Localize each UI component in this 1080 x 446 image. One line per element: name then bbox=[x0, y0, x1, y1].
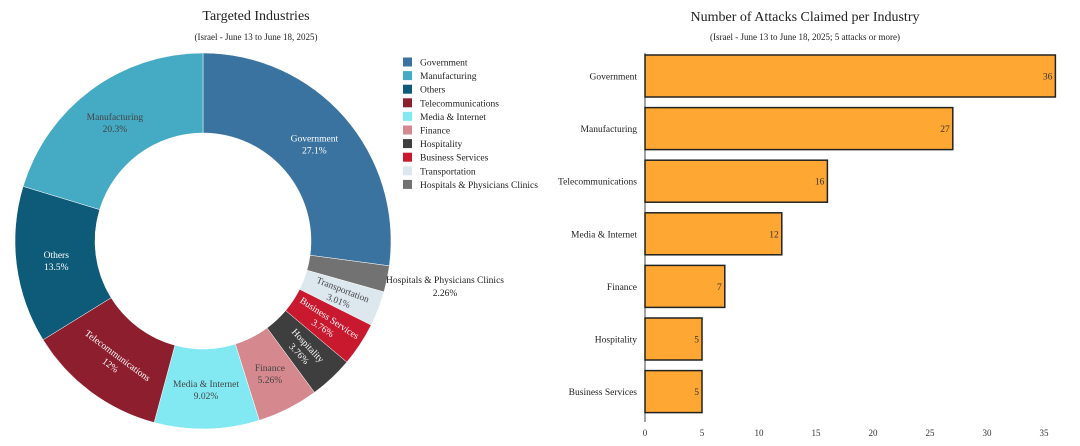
slice-value: 5.26% bbox=[258, 376, 283, 386]
legend-item-hospitals-physicians-clinics: Hospitals & Physicians Clinics bbox=[403, 179, 538, 191]
slice-label: Others bbox=[44, 251, 70, 261]
bar-value-label: 5 bbox=[694, 388, 699, 398]
slice-value: 13.5% bbox=[44, 263, 69, 273]
y-tick-label: Business Services bbox=[569, 388, 638, 398]
x-tick-label: 35 bbox=[1040, 428, 1050, 438]
y-tick-label: Telecommunications bbox=[558, 178, 637, 188]
legend-label: Others bbox=[420, 86, 446, 96]
slice-value: 2.26% bbox=[433, 289, 458, 299]
legend-label: Hospitality bbox=[420, 140, 462, 150]
bar-hospitality bbox=[644, 317, 703, 361]
legend-item-transportation: Transportation bbox=[403, 166, 476, 177]
bar-government bbox=[644, 54, 1057, 98]
bar-value-label: 36 bbox=[1043, 73, 1053, 83]
slice-label: Media & Internet bbox=[173, 380, 239, 390]
legend-label: Hospitals & Physicians Clinics bbox=[420, 181, 538, 191]
x-tick-label: 25 bbox=[926, 428, 936, 438]
slice-label: Government bbox=[291, 135, 339, 145]
legend-item-manufacturing: Manufacturing bbox=[403, 71, 477, 82]
y-tick-label: Hospitality bbox=[595, 336, 637, 346]
legend-label: Business Services bbox=[420, 154, 489, 164]
legend-label: Manufacturing bbox=[420, 71, 477, 82]
slice-manufacturing bbox=[22, 52, 204, 210]
legend-item-government: Government bbox=[403, 57, 468, 69]
x-tick-label: 0 bbox=[643, 428, 648, 438]
legend-swatch bbox=[403, 125, 412, 135]
x-tick-label: 15 bbox=[812, 428, 822, 438]
bar-value-label: 27 bbox=[940, 125, 950, 135]
legend-item-media-internet: Media & Internet bbox=[403, 111, 486, 123]
slice-value: 20.3% bbox=[103, 125, 128, 135]
legend-label: Finance bbox=[420, 127, 450, 137]
legend-swatch bbox=[403, 98, 412, 108]
bar-value-label: 7 bbox=[717, 283, 722, 293]
bar-media-internet bbox=[644, 212, 783, 256]
legend-item-finance: Finance bbox=[403, 125, 450, 137]
slice-label: Finance bbox=[255, 364, 285, 374]
legend-label: Government bbox=[420, 59, 468, 69]
legend-swatch bbox=[403, 111, 412, 121]
legend-swatch bbox=[403, 71, 412, 81]
bar-title: Number of Attacks Claimed per Industry bbox=[690, 10, 919, 25]
slice-text: Finance 5.26% bbox=[255, 364, 285, 386]
legend-item-others: Others bbox=[403, 84, 446, 96]
legend-label: Transportation bbox=[420, 167, 476, 177]
legend-item-business-services: Business Services bbox=[403, 152, 489, 164]
slice-text: Manufacturing 20.3% bbox=[87, 112, 144, 135]
slice-text: Others 13.5% bbox=[44, 251, 70, 273]
legend-swatch bbox=[403, 179, 412, 189]
legend-label: Telecommunications bbox=[420, 99, 499, 109]
bar-business-services bbox=[644, 369, 703, 414]
y-tick-label: Government bbox=[590, 73, 638, 83]
bar-manufacturing bbox=[644, 106, 954, 151]
y-tick-label: Manufacturing bbox=[581, 124, 638, 135]
slice-government bbox=[202, 52, 392, 267]
legend-swatch bbox=[403, 57, 412, 67]
x-tick-label: 5 bbox=[700, 428, 705, 438]
legend-item-telecommunications: Telecommunications bbox=[403, 98, 499, 109]
y-tick-label: Finance bbox=[607, 283, 637, 293]
bar-finance bbox=[644, 264, 726, 309]
slice-label: Manufacturing bbox=[87, 112, 144, 123]
legend-label: Media & Internet bbox=[420, 113, 486, 123]
slice-text: Government 27.1% bbox=[291, 135, 339, 157]
legend-swatch bbox=[403, 166, 412, 176]
pie-subtitle: (Israel - June 13 to June 18, 2025) bbox=[195, 32, 318, 42]
bar-value-label: 5 bbox=[694, 336, 699, 346]
legend-item-hospitality: Hospitality bbox=[403, 139, 462, 150]
y-tick-label: Media & Internet bbox=[571, 230, 637, 240]
donut-chart: Targeted Industries (Israel - June 13 to … bbox=[14, 9, 538, 430]
slice-value: 9.02% bbox=[194, 392, 219, 402]
bar-value-label: 16 bbox=[815, 178, 825, 188]
x-tick-label: 30 bbox=[983, 428, 993, 438]
slice-label: Hospitals & Physicians Clinics bbox=[386, 276, 504, 286]
bar-value-label: 12 bbox=[769, 230, 779, 240]
legend-swatch bbox=[403, 152, 412, 162]
bar-subtitle: (Israel - June 13 to June 18, 2025; 5 at… bbox=[710, 32, 900, 42]
bar-telecommunications bbox=[644, 159, 829, 203]
x-tick-label: 20 bbox=[869, 428, 879, 438]
pie-title: Targeted Industries bbox=[202, 9, 309, 24]
legend-swatch bbox=[403, 84, 412, 94]
slice-text: Media & Internet 9.02% bbox=[173, 380, 239, 402]
x-tick-label: 10 bbox=[755, 428, 765, 438]
slice-value: 27.1% bbox=[302, 147, 327, 157]
legend-swatch bbox=[403, 139, 412, 149]
